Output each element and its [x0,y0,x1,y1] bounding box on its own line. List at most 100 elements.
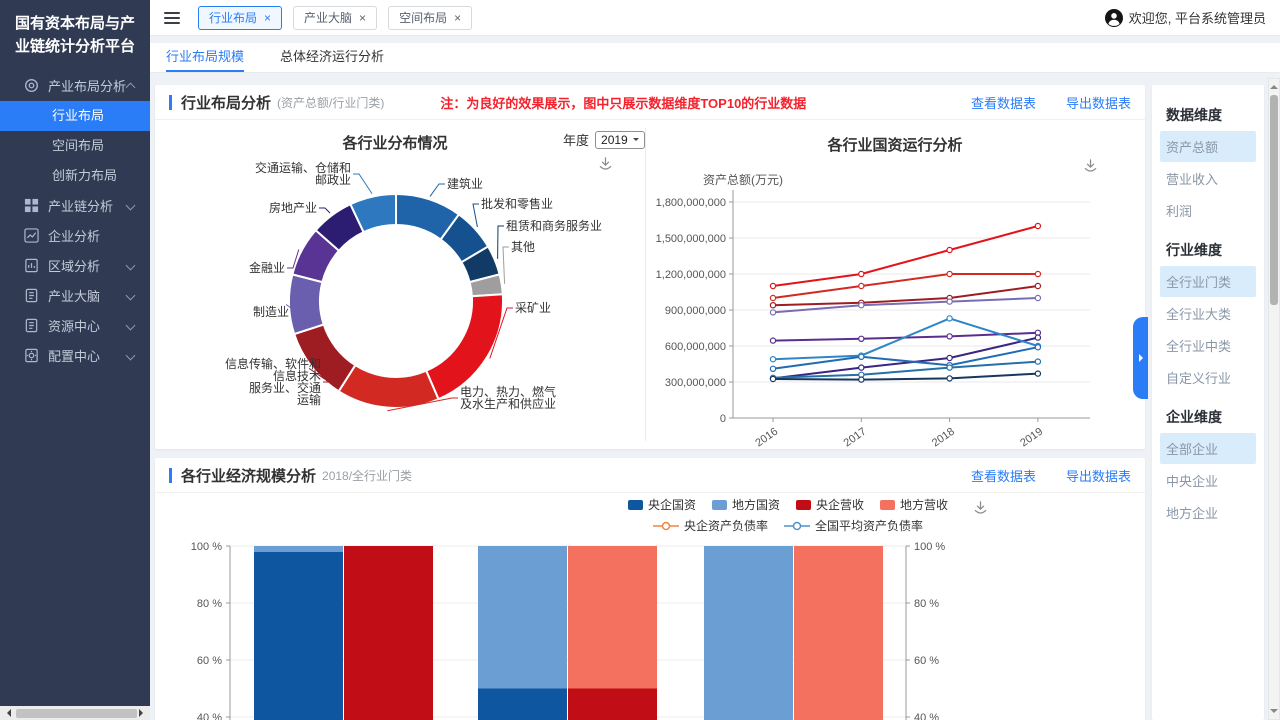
donut-slice[interactable] [288,273,325,336]
hamburger-icon[interactable] [164,11,180,24]
line-series[interactable] [772,225,1039,287]
data-point[interactable] [769,282,777,290]
sidebar-item-4[interactable]: 区域分析 [0,251,150,281]
view-table-link[interactable]: 查看数据表 [970,95,1036,111]
sidebar-item-3[interactable]: 企业分析 [0,221,150,251]
page-tab[interactable]: 产业大脑 × [293,5,378,30]
data-point[interactable] [946,315,953,322]
scrollbar-thumb[interactable] [1270,95,1278,305]
data-point[interactable] [946,364,953,371]
vertical-scrollbar[interactable] [1268,78,1280,720]
dimension-option[interactable]: 全行业大类 [1166,307,1232,322]
bar-local-revenue[interactable] [568,546,657,689]
line-series[interactable] [772,360,1038,379]
data-point[interactable] [946,246,953,254]
data-point[interactable] [1034,294,1042,302]
data-point[interactable] [1034,222,1042,230]
data-point[interactable] [946,354,953,362]
donut-slice[interactable] [337,363,440,409]
scroll-right-icon[interactable] [139,709,147,717]
download-icon[interactable] [1083,158,1098,178]
data-point[interactable] [769,365,777,372]
data-point[interactable] [858,364,865,371]
line-series[interactable] [772,336,1039,380]
sidebar-item-7[interactable]: 配置中心 [0,341,150,371]
dimension-option[interactable]: 中央企业 [1166,474,1219,489]
data-point[interactable] [858,301,865,309]
scroll-up-icon[interactable] [1270,81,1278,89]
soe-operation-line-chart[interactable]: 0 300,000,000 600,000,000 900,000,000 1,200,… [645,120,1145,449]
legend-item[interactable]: 全国平均资产负债率 [784,517,923,534]
page-tab[interactable]: 行业布局 × [198,5,283,30]
view-table-link[interactable]: 查看数据表 [970,468,1036,484]
data-point[interactable] [858,335,865,342]
legend-item[interactable]: 地方国资 [711,496,780,513]
page-tab[interactable]: 空间布局 × [388,5,473,30]
close-icon[interactable]: × [359,10,367,25]
sidebar-item-6[interactable]: 资源中心 [0,311,150,341]
data-point[interactable] [858,282,865,290]
data-point[interactable] [769,309,777,316]
bar-local-soe[interactable] [704,546,793,720]
tab-active[interactable]: 行业布局规模 [166,43,245,72]
sidebar-subitem[interactable]: 空间布局 [52,137,105,153]
sidebar-horizontal-scrollbar[interactable] [0,706,150,720]
data-point[interactable] [769,294,777,302]
economic-scale-bar-chart[interactable]: 0 %0 %20 %20 %40 %40 %60 %60 %80 %80 %10… [155,532,1145,720]
panel-collapse-handle[interactable] [1133,317,1148,399]
bar-central-soe[interactable] [254,551,343,720]
data-point[interactable] [1034,282,1042,290]
dimension-option[interactable]: 资产总额 [1160,131,1256,162]
data-point[interactable] [769,355,777,363]
bar-central-soe[interactable] [478,688,567,720]
data-point[interactable] [1034,343,1042,351]
data-point[interactable] [1034,358,1042,365]
data-point[interactable] [1034,334,1042,341]
bar-local-revenue[interactable] [794,546,883,720]
sidebar-item-2[interactable]: 产业链分析 [0,191,150,221]
legend-item[interactable]: 央企国资 [627,496,696,513]
line-series[interactable] [772,346,1039,370]
download-icon[interactable] [973,500,988,520]
data-point[interactable] [1034,270,1042,278]
user-area[interactable]: 欢迎您, 平台系统管理员 [1104,8,1266,27]
data-point[interactable] [1034,370,1042,377]
sidebar-subitem[interactable]: 创新力布局 [52,167,118,183]
data-point[interactable] [946,375,953,382]
close-icon[interactable]: × [454,10,462,25]
bar-local-soe[interactable] [254,546,343,552]
year-select[interactable]: 2019 [595,130,645,149]
data-point[interactable] [769,375,777,383]
export-table-link[interactable]: 导出数据表 [1065,468,1131,484]
line-series[interactable] [772,372,1038,381]
scrollbar-thumb[interactable] [16,708,137,718]
sidebar-subitem[interactable]: 行业布局 [0,100,150,131]
download-icon[interactable] [598,156,613,176]
dimension-option[interactable]: 全行业中类 [1166,339,1232,354]
data-point[interactable] [946,270,953,278]
legend-item[interactable]: 地方营收 [880,496,948,513]
data-point[interactable] [946,333,953,340]
export-table-link[interactable]: 导出数据表 [1065,95,1131,111]
donut-slice[interactable] [424,293,504,401]
data-point[interactable] [769,301,777,309]
data-point[interactable] [769,337,777,344]
line-series[interactable] [772,285,1039,307]
data-point[interactable] [858,270,865,278]
line-series[interactable] [772,317,1039,361]
legend-item[interactable]: 央企营收 [796,496,864,513]
scroll-left-icon[interactable] [3,709,11,717]
data-point[interactable] [858,353,865,360]
donut-slice[interactable] [349,192,397,234]
dimension-option[interactable]: 利润 [1166,204,1193,219]
bar-central-revenue[interactable] [568,688,657,720]
dimension-option[interactable]: 营业收入 [1166,172,1219,187]
legend-item[interactable]: 央企资产负债率 [652,517,768,534]
sidebar-item-1[interactable]: 产业布局分析 [0,71,150,101]
dimension-option[interactable]: 全行业门类 [1160,266,1256,297]
bar-local-soe[interactable] [478,546,567,689]
dimension-option[interactable]: 地方企业 [1166,506,1219,521]
dimension-option[interactable]: 自定义行业 [1166,371,1232,386]
data-point[interactable] [858,376,865,383]
